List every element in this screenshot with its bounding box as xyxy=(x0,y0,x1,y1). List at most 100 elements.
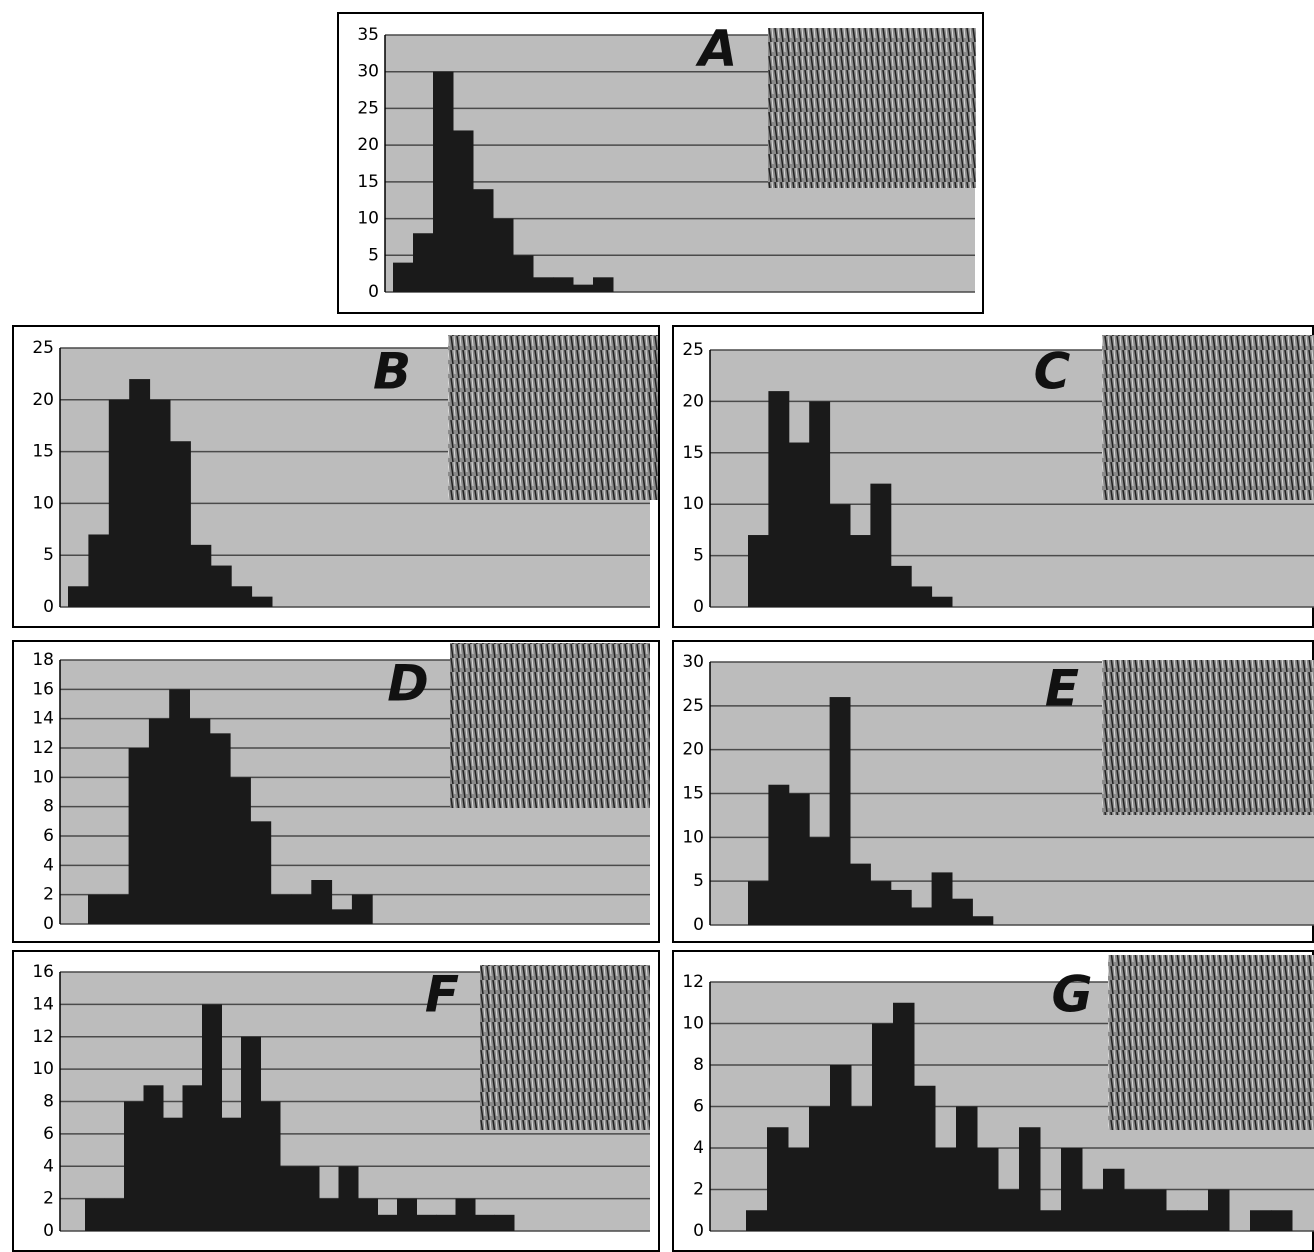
y-tick-label: 25 xyxy=(357,98,379,118)
y-tick-label: 10 xyxy=(32,767,54,787)
inset-photo xyxy=(1108,955,1314,1130)
bar xyxy=(768,391,789,607)
y-tick-label: 10 xyxy=(682,494,704,514)
y-tick-label: 4 xyxy=(43,855,54,875)
bar xyxy=(830,697,851,925)
bar xyxy=(88,895,109,924)
bar xyxy=(809,1107,831,1232)
y-tick-label: 0 xyxy=(368,282,379,302)
bar xyxy=(393,263,414,292)
y-tick-label: 5 xyxy=(368,245,379,265)
bar xyxy=(456,1199,476,1231)
bar xyxy=(1208,1190,1230,1232)
y-tick-label: 6 xyxy=(43,826,54,846)
bar xyxy=(493,219,514,292)
y-tick-label: 0 xyxy=(43,1221,54,1241)
bar xyxy=(748,535,769,607)
bar xyxy=(788,1148,810,1231)
bar xyxy=(453,130,474,292)
bar xyxy=(291,895,312,924)
y-tick-label: 8 xyxy=(693,1055,704,1075)
bar xyxy=(250,821,271,924)
y-tick-label: 15 xyxy=(682,784,704,804)
bar xyxy=(911,907,932,925)
bar xyxy=(222,1118,242,1231)
bar xyxy=(891,566,912,607)
y-tick-label: 12 xyxy=(32,1027,54,1047)
panel-label: F xyxy=(425,966,459,1024)
y-tick-label: 0 xyxy=(693,597,704,617)
bar xyxy=(952,899,973,925)
y-tick-label: 15 xyxy=(682,443,704,463)
bar xyxy=(1187,1210,1209,1231)
bar xyxy=(129,748,150,924)
panel-label: D xyxy=(387,655,429,713)
bar xyxy=(1250,1210,1272,1231)
y-tick-label: 10 xyxy=(32,493,54,513)
bar xyxy=(332,909,353,924)
bar xyxy=(789,794,810,926)
y-tick-label: 30 xyxy=(357,62,379,82)
bar xyxy=(230,777,251,924)
bar xyxy=(998,1190,1020,1232)
bar xyxy=(1271,1210,1293,1231)
bar xyxy=(1019,1127,1041,1231)
panel-label: C xyxy=(1034,343,1071,401)
bar xyxy=(108,895,129,924)
y-tick-label: 0 xyxy=(43,914,54,934)
panel-label: A xyxy=(695,20,738,78)
bar xyxy=(413,233,434,292)
y-tick-label: 6 xyxy=(693,1097,704,1117)
y-tick-label: 14 xyxy=(32,994,54,1014)
bar xyxy=(433,72,454,292)
y-tick-label: 8 xyxy=(43,1092,54,1112)
bar xyxy=(300,1166,320,1231)
bar xyxy=(190,545,211,607)
bar xyxy=(358,1199,378,1231)
bar xyxy=(473,189,494,292)
bar xyxy=(109,400,130,607)
y-tick-label: 20 xyxy=(682,740,704,760)
bar xyxy=(891,890,912,925)
bar xyxy=(280,1166,300,1231)
y-tick-label: 20 xyxy=(357,135,379,155)
bar xyxy=(436,1215,456,1231)
bar xyxy=(830,1065,852,1231)
y-tick-label: 10 xyxy=(682,827,704,847)
bar xyxy=(352,895,373,924)
bar xyxy=(378,1215,398,1231)
bar xyxy=(202,1004,222,1231)
y-tick-label: 14 xyxy=(32,709,54,729)
y-tick-label: 5 xyxy=(43,545,54,565)
y-tick-label: 10 xyxy=(682,1014,704,1034)
y-tick-label: 20 xyxy=(32,390,54,410)
y-tick-label: 10 xyxy=(32,1059,54,1079)
bar xyxy=(163,1118,183,1231)
bar xyxy=(271,895,292,924)
bar xyxy=(573,285,594,292)
y-tick-label: 16 xyxy=(32,962,54,982)
bar xyxy=(893,1003,915,1231)
y-tick-label: 4 xyxy=(43,1156,54,1176)
y-tick-label: 16 xyxy=(32,679,54,699)
bar xyxy=(1124,1190,1146,1232)
y-tick-label: 15 xyxy=(32,442,54,462)
bar xyxy=(748,881,769,925)
bar xyxy=(261,1102,281,1232)
bar xyxy=(914,1086,936,1231)
y-tick-label: 25 xyxy=(32,338,54,358)
bar xyxy=(319,1199,339,1231)
bar xyxy=(241,1037,261,1231)
panel-label: G xyxy=(1051,966,1092,1024)
bar xyxy=(746,1210,768,1231)
figure: 05101520253035A0510152025B0510152025C024… xyxy=(0,0,1314,1252)
bar xyxy=(593,277,614,292)
bar xyxy=(553,277,574,292)
inset-photo xyxy=(448,335,658,500)
inset-photo xyxy=(768,28,976,188)
bar xyxy=(397,1199,417,1231)
y-tick-label: 35 xyxy=(357,25,379,45)
bar xyxy=(417,1215,437,1231)
y-tick-label: 8 xyxy=(43,797,54,817)
bar xyxy=(830,504,851,607)
